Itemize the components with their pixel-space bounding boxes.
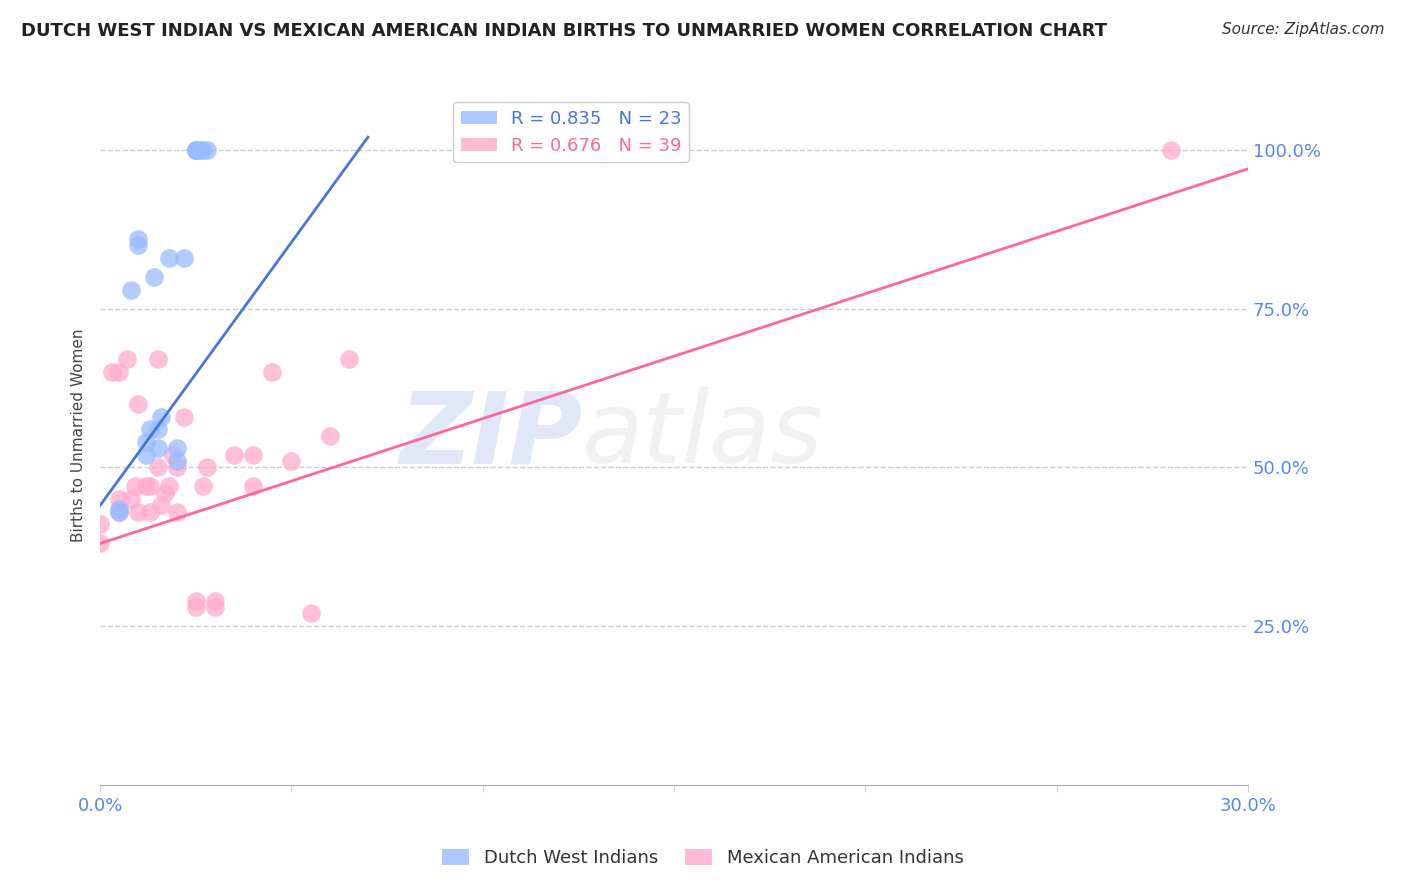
Point — [146, 460, 169, 475]
Point — [124, 479, 146, 493]
Point — [100, 365, 122, 379]
Point — [157, 479, 180, 493]
Point — [184, 143, 207, 157]
Point — [262, 365, 284, 379]
Point — [1160, 143, 1182, 157]
Point — [162, 448, 184, 462]
Legend: R = 0.835   N = 23, R = 0.676   N = 39: R = 0.835 N = 23, R = 0.676 N = 39 — [454, 103, 689, 161]
Point — [195, 460, 218, 475]
Point — [173, 409, 195, 424]
Point — [127, 397, 149, 411]
Point — [204, 593, 226, 607]
Point — [166, 442, 188, 456]
Legend: Dutch West Indians, Mexican American Indians: Dutch West Indians, Mexican American Ind… — [434, 841, 972, 874]
Point — [318, 428, 340, 442]
Point — [153, 485, 176, 500]
Text: atlas: atlas — [582, 387, 824, 484]
Point — [184, 143, 207, 157]
Point — [108, 491, 131, 506]
Point — [184, 143, 207, 157]
Point — [193, 479, 215, 493]
Point — [184, 143, 207, 157]
Y-axis label: Births to Unmarried Women: Births to Unmarried Women — [72, 329, 86, 542]
Point — [146, 352, 169, 367]
Point — [188, 143, 211, 157]
Point — [146, 422, 169, 436]
Point — [166, 454, 188, 468]
Point — [108, 501, 131, 516]
Point — [135, 479, 157, 493]
Point — [299, 607, 322, 621]
Point — [150, 409, 173, 424]
Point — [142, 269, 165, 284]
Point — [173, 251, 195, 265]
Point — [115, 352, 138, 367]
Point — [139, 505, 162, 519]
Point — [120, 491, 142, 506]
Point — [222, 448, 245, 462]
Point — [337, 352, 360, 367]
Point — [195, 143, 218, 157]
Point — [89, 517, 111, 532]
Point — [193, 143, 215, 157]
Point — [184, 593, 207, 607]
Point — [108, 365, 131, 379]
Point — [242, 479, 264, 493]
Point — [204, 599, 226, 614]
Text: Source: ZipAtlas.com: Source: ZipAtlas.com — [1222, 22, 1385, 37]
Point — [166, 460, 188, 475]
Point — [135, 434, 157, 449]
Point — [108, 505, 131, 519]
Text: ZIP: ZIP — [399, 387, 582, 484]
Point — [120, 283, 142, 297]
Point — [127, 238, 149, 252]
Point — [150, 499, 173, 513]
Point — [184, 599, 207, 614]
Point — [135, 448, 157, 462]
Point — [127, 232, 149, 246]
Point — [280, 454, 302, 468]
Point — [89, 536, 111, 550]
Point — [139, 479, 162, 493]
Text: DUTCH WEST INDIAN VS MEXICAN AMERICAN INDIAN BIRTHS TO UNMARRIED WOMEN CORRELATI: DUTCH WEST INDIAN VS MEXICAN AMERICAN IN… — [21, 22, 1107, 40]
Point — [157, 251, 180, 265]
Point — [146, 442, 169, 456]
Point — [242, 448, 264, 462]
Point — [166, 505, 188, 519]
Point — [139, 422, 162, 436]
Point — [108, 505, 131, 519]
Point — [127, 505, 149, 519]
